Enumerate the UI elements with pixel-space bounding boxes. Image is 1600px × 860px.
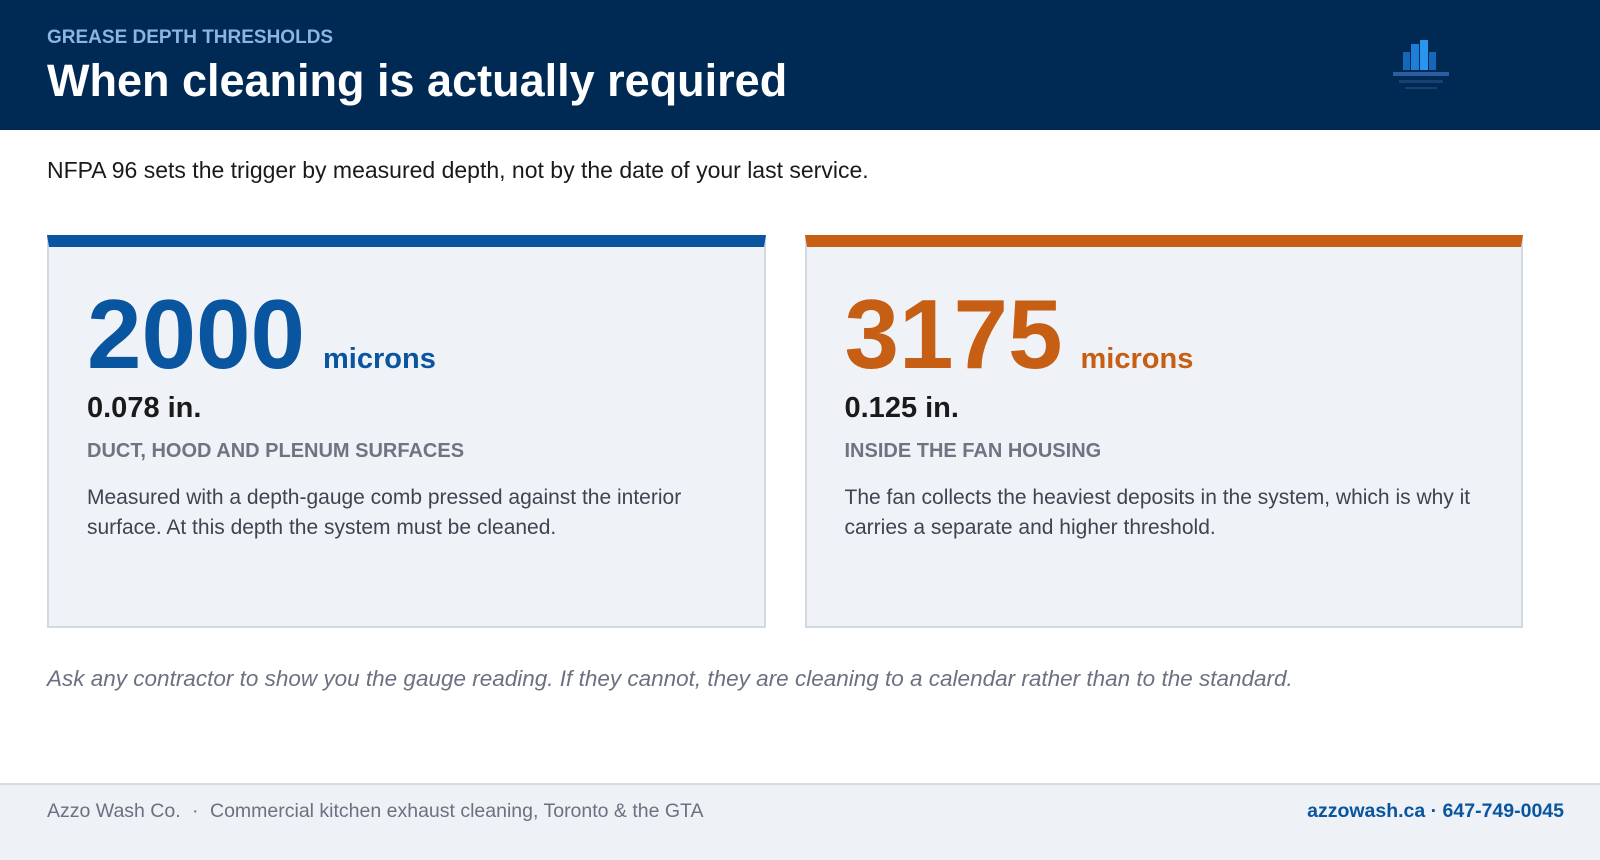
- card-label: DUCT, HOOD AND PLENUM SURFACES: [87, 440, 465, 462]
- card-label: INSIDE THE FAN HOUSING: [844, 440, 1102, 462]
- card-description: The fan collects the heaviest deposits i…: [844, 486, 1471, 539]
- value-row: 2000 microns: [87, 285, 436, 383]
- page-title: When cleaning is actually required: [47, 55, 788, 106]
- value-row: 3175 microns: [845, 285, 1194, 383]
- header-bar: [0, 0, 1600, 130]
- imperial-value: 0.078 in.: [87, 392, 202, 424]
- threshold-unit: microns: [1080, 343, 1194, 375]
- threshold-card: 2000 microns 0.078 in. DUCT, HOOD AND PLENU…: [47, 235, 766, 628]
- footer-company: Azzo Wash Co.: [47, 800, 181, 822]
- footer-tagline: Commercial kitchen exhaust cleaning, Tor…: [210, 800, 704, 822]
- footer-contact: azzowash.ca · 647-749-0045: [1307, 800, 1564, 822]
- threshold-value: 2000: [87, 279, 306, 389]
- footer-separator: ·: [192, 800, 199, 822]
- threshold-value: 3175: [844, 279, 1063, 389]
- footer-bar: [0, 783, 1600, 860]
- threshold-unit: microns: [323, 343, 436, 375]
- intro: NFPA 96 sets the trigger by measured dep…: [47, 157, 869, 183]
- logo: [1393, 40, 1449, 89]
- imperial-value: 0.125 in.: [844, 392, 959, 424]
- note: Ask any contractor to show you the gauge…: [47, 666, 1293, 691]
- threshold-card: 3175 microns 0.125 in. INSIDE THE FAN HOUSI…: [804, 235, 1523, 628]
- cards: 2000 microns 0.078 in. DUCT, HOOD AND PLENU…: [47, 235, 1523, 628]
- kicker: GREASE DEPTH THRESHOLDS: [47, 27, 334, 48]
- card-description: Measured with a depth-gauge comb pressed…: [87, 486, 682, 539]
